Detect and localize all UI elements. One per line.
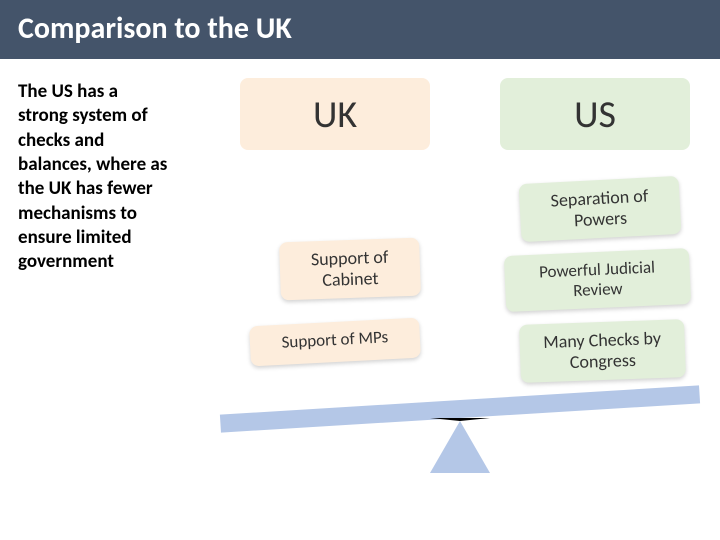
seesaw-diagram: UK US Support of Cabinet Support of MPs … [200, 70, 700, 530]
uk-card-1: Support of MPs [249, 318, 421, 367]
us-card-1-label: Powerful Judicial Review [539, 256, 656, 301]
us-header-label: US [574, 92, 616, 138]
us-header: US [500, 78, 690, 150]
uk-card-0-label: Support of Cabinet [310, 246, 388, 292]
uk-card-1-label: Support of MPs [281, 326, 389, 353]
uk-header: UK [240, 78, 430, 150]
uk-card-0: Support of Cabinet [279, 238, 421, 301]
title-bar: Comparison to the UK [0, 0, 720, 59]
us-card-2: Many Checks by Congress [519, 319, 686, 383]
us-card-2-label: Many Checks by Congress [543, 327, 661, 373]
seesaw-fulcrum [430, 418, 490, 473]
slide-title: Comparison to the UK [18, 10, 702, 47]
body-text: The US has a strong system of checks and… [18, 80, 168, 275]
us-card-1: Powerful Judicial Review [504, 248, 691, 312]
uk-header-label: UK [313, 92, 357, 138]
us-card-0: Separation of Powers [519, 176, 682, 243]
us-card-0-label: Separation of Powers [550, 184, 649, 231]
